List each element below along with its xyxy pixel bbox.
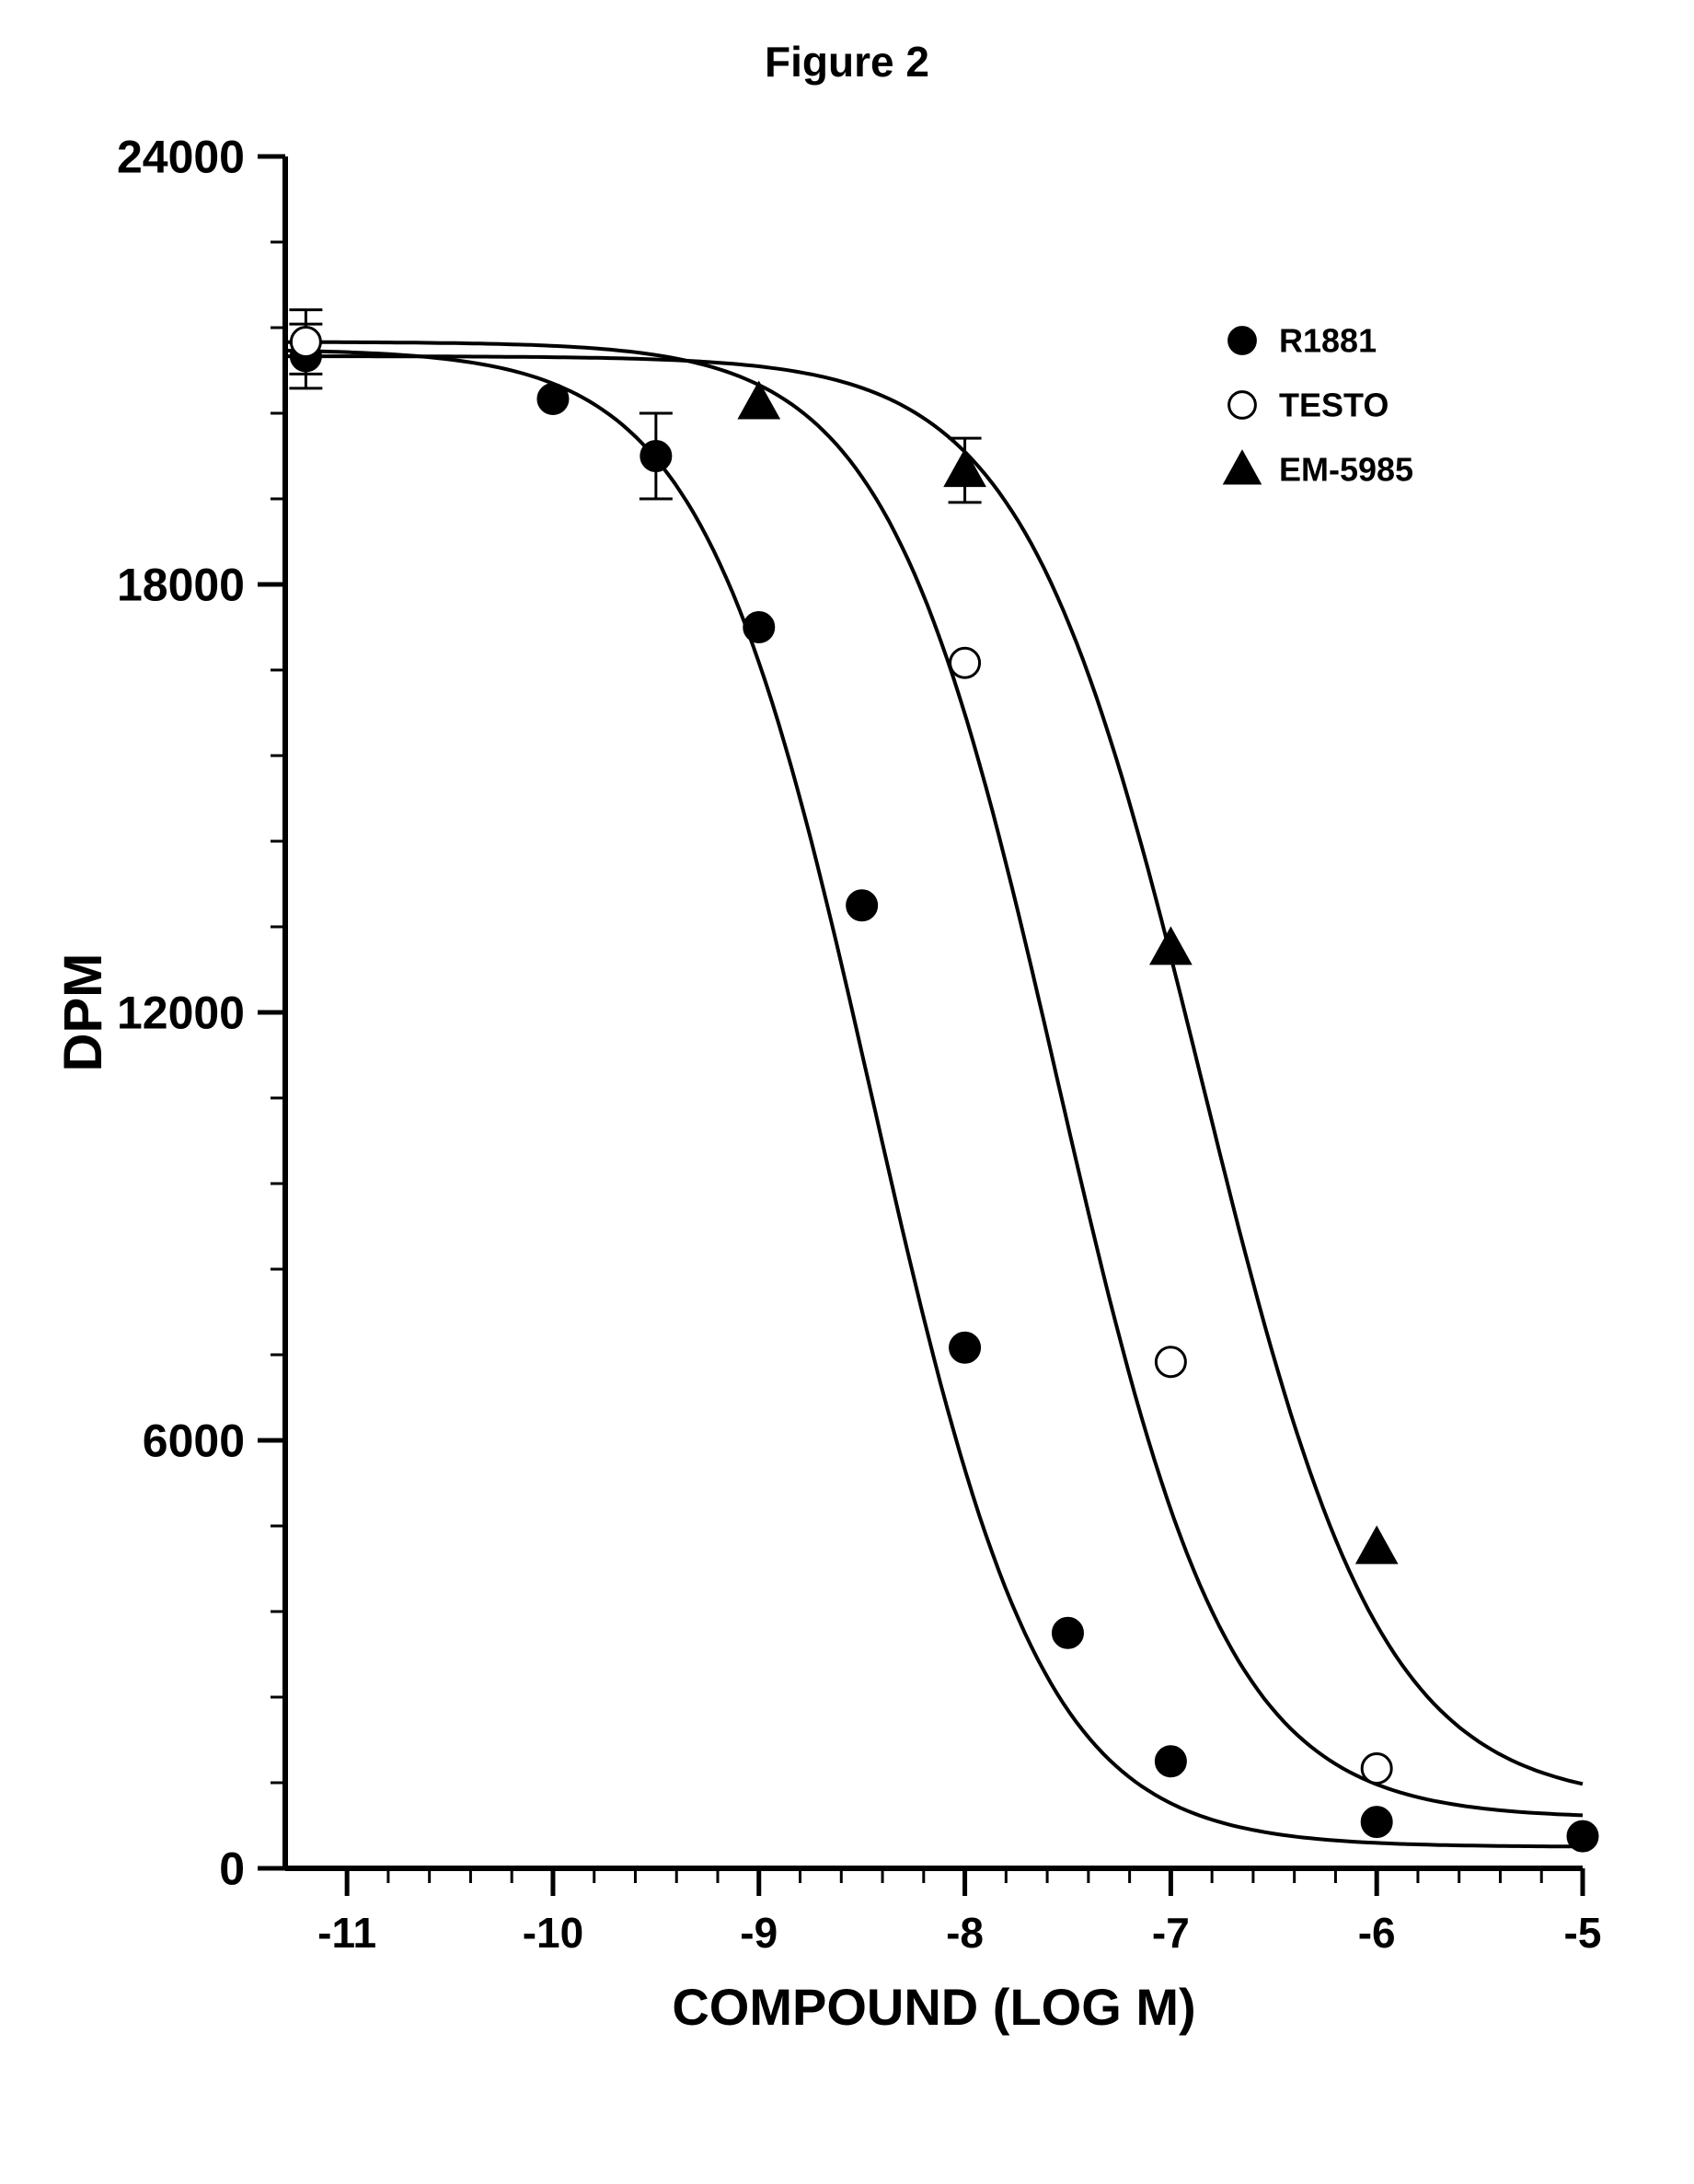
- data-point-testo: [291, 328, 320, 357]
- data-point-r1881: [847, 891, 877, 920]
- data-point-r1881: [1053, 1618, 1082, 1647]
- series-curve-em5985: [285, 356, 1583, 1784]
- x-tick-label: -8: [946, 1909, 984, 1957]
- x-tick-label: -9: [740, 1909, 778, 1957]
- y-tick-label: 24000: [117, 132, 245, 183]
- legend-marker-testo: [1229, 392, 1256, 419]
- data-point-em5985: [1152, 929, 1191, 963]
- data-point-r1881: [641, 442, 671, 471]
- data-point-testo: [1156, 1347, 1185, 1377]
- x-tick-label: -7: [1152, 1909, 1190, 1957]
- data-point-em5985: [740, 384, 778, 418]
- legend-label-em5985: EM-5985: [1279, 451, 1413, 489]
- figure-container: Figure 2 -11 -10 -9 -8 -7 -6 -5 COMPOUND (LOG M…: [0, 0, 1694, 2184]
- x-tick-label: -10: [523, 1909, 583, 1957]
- legend-label-r1881: R1881: [1279, 322, 1377, 360]
- data-point-r1881: [1362, 1808, 1391, 1837]
- data-point-r1881: [538, 385, 568, 414]
- data-point-testo: [1362, 1754, 1391, 1784]
- dose-response-chart: -11 -10 -9 -8 -7 -6 -5 COMPOUND (LOG M) 0 6000 120…: [0, 0, 1694, 2184]
- data-point-r1881: [951, 1333, 980, 1362]
- data-point-r1881: [1156, 1747, 1185, 1776]
- y-tick-label: 6000: [143, 1416, 245, 1467]
- y-axis-title: DPM: [53, 953, 113, 1072]
- legend-marker-r1881: [1229, 328, 1256, 354]
- series-curve-testo: [285, 342, 1583, 1816]
- data-point-r1881: [1568, 1821, 1597, 1851]
- legend-marker-em5985: [1225, 452, 1259, 483]
- figure-title: Figure 2: [0, 37, 1694, 87]
- data-point-em5985: [1357, 1528, 1396, 1562]
- x-tick-label: -5: [1564, 1909, 1602, 1957]
- legend-label-testo: TESTO: [1279, 387, 1389, 424]
- y-tick-label: 18000: [117, 560, 245, 611]
- y-tick-label: 0: [219, 1843, 245, 1895]
- data-point-testo: [951, 648, 980, 677]
- series-curve-r1881: [285, 351, 1583, 1847]
- data-point-r1881: [744, 613, 774, 642]
- y-tick-label: 12000: [117, 988, 245, 1039]
- x-tick-label: -6: [1358, 1909, 1396, 1957]
- x-tick-label: -11: [317, 1909, 376, 1957]
- x-axis-title: COMPOUND (LOG M): [672, 1978, 1195, 2036]
